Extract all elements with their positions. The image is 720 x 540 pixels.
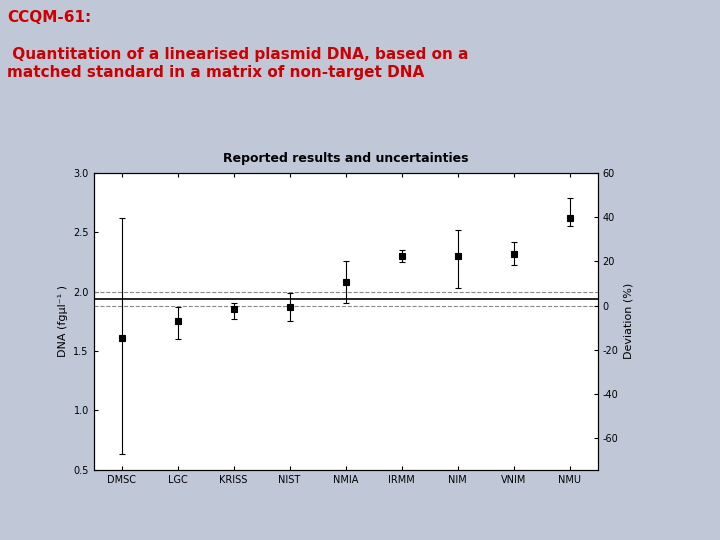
Y-axis label: DNA (fgµl⁻¹ ): DNA (fgµl⁻¹ ) xyxy=(58,285,68,357)
Title: Reported results and uncertainties: Reported results and uncertainties xyxy=(223,152,468,165)
Text: CCQM-61:: CCQM-61: xyxy=(7,10,91,25)
Y-axis label: Deviation (%): Deviation (%) xyxy=(624,283,634,360)
Text: Quantitation of a linearised plasmid DNA, based on a
matched standard in a matri: Quantitation of a linearised plasmid DNA… xyxy=(7,47,469,79)
